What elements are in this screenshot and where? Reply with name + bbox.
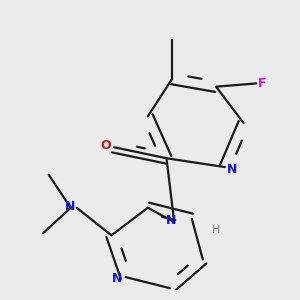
- Text: F: F: [258, 77, 266, 90]
- Text: H: H: [212, 225, 220, 235]
- Text: N: N: [227, 163, 237, 176]
- Text: N: N: [112, 272, 123, 285]
- Text: O: O: [100, 139, 111, 152]
- Text: N: N: [65, 200, 75, 213]
- Text: N: N: [166, 214, 176, 227]
